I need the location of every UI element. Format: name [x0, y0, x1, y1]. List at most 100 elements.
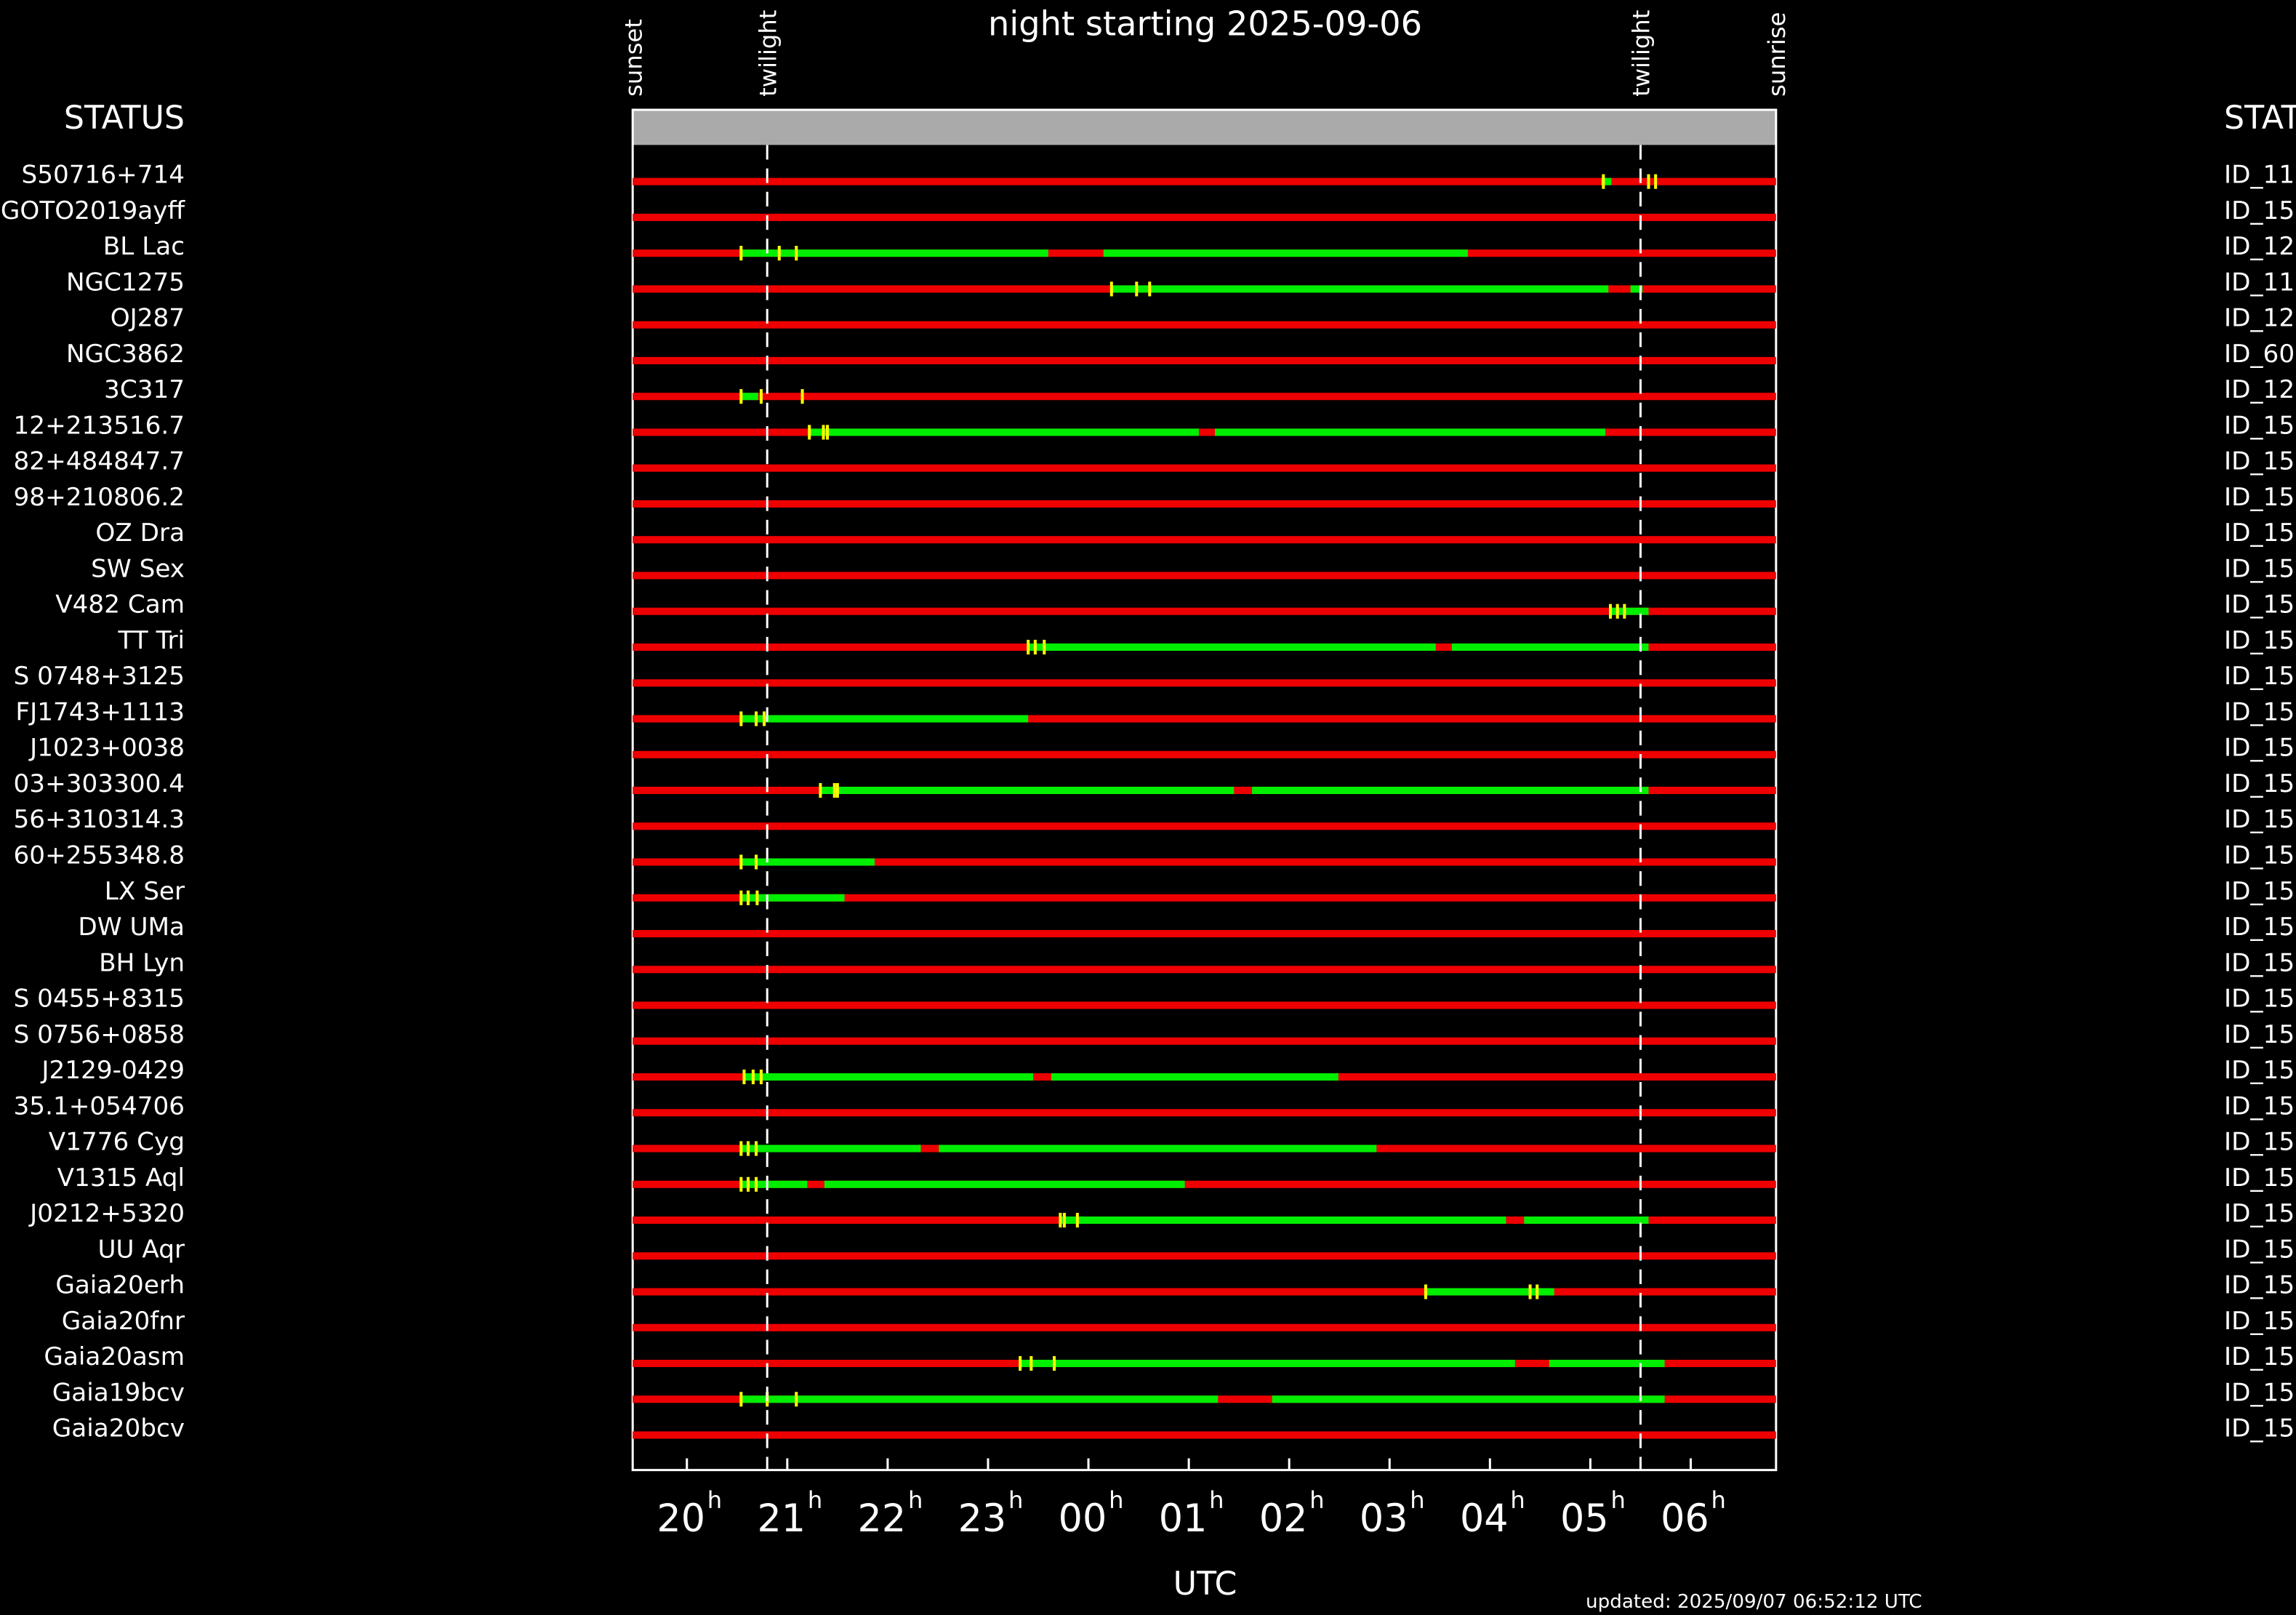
time-mark [1109, 281, 1113, 297]
target-id: ID_15 [2224, 1056, 2295, 1085]
time-mark [739, 1141, 743, 1156]
target-name: 98+210806.2 [14, 483, 185, 512]
x-tick-suffix: h [1109, 1486, 1123, 1514]
observable-segment [1451, 643, 1649, 652]
observable-segment [1272, 1395, 1665, 1403]
target-name: GOTO2019ayff [1, 196, 186, 225]
target-id: ID_15 [2224, 948, 2295, 977]
x-tick-label: 20 [657, 1496, 705, 1541]
left-header: STATUS [64, 100, 185, 137]
time-mark [1602, 174, 1605, 189]
target-id: ID_15 [2224, 697, 2295, 726]
target-name: Gaia20erh [55, 1271, 185, 1300]
target-name: TT Tri [118, 626, 185, 655]
target-name: S 0748+3125 [14, 662, 185, 691]
target-name: DW UMa [78, 913, 185, 942]
target-name: Gaia19bcv [52, 1378, 185, 1407]
target-name: S 0756+0858 [14, 1020, 185, 1049]
target-id: ID_12 [2224, 375, 2295, 404]
time-mark [1135, 281, 1139, 297]
x-tick-label: 23 [958, 1496, 1007, 1541]
unobservable-bar [633, 1037, 1776, 1045]
target-id: ID_15 [2224, 411, 2295, 440]
target-id: ID_60 [2224, 340, 2295, 369]
target-name: OJ287 [111, 304, 185, 333]
target-id: ID_15 [2224, 1378, 2295, 1407]
observable-segment [1060, 1216, 1506, 1225]
x-tick-suffix: h [1711, 1486, 1726, 1514]
target-name: NGC3862 [66, 340, 185, 369]
time-mark [739, 1177, 743, 1192]
target-name: V1776 Cyg [49, 1128, 185, 1157]
target-id: ID_12 [2224, 232, 2295, 261]
unobservable-bar [633, 572, 1776, 580]
target-name: Gaia20bcv [52, 1414, 185, 1443]
observable-segment [1425, 1288, 1554, 1296]
observable-segment [939, 1145, 1377, 1153]
time-mark [746, 890, 750, 905]
time-mark [1062, 1212, 1066, 1228]
time-mark [1424, 1284, 1427, 1299]
observable-segment [741, 249, 1048, 257]
unobservable-bar [633, 1001, 1776, 1009]
time-mark [795, 1392, 798, 1407]
x-tick-label: 01 [1159, 1496, 1208, 1541]
x-tick-suffix: h [1610, 1486, 1625, 1514]
time-mark [1053, 1355, 1056, 1371]
target-name: LX Ser [105, 877, 185, 906]
observable-segment [820, 786, 1235, 795]
observable-segment [1549, 1359, 1665, 1368]
time-mark [1148, 281, 1152, 297]
x-tick-label: 05 [1560, 1496, 1609, 1541]
unobservable-bar [633, 1180, 1776, 1188]
time-mark [1615, 604, 1619, 619]
unobservable-bar [633, 679, 1776, 687]
time-mark [751, 1069, 755, 1085]
target-name: V1315 Aql [57, 1163, 185, 1193]
target-id: ID_15 [2224, 841, 2295, 870]
target-id: ID_15 [2224, 985, 2295, 1014]
unobservable-bar [633, 213, 1776, 221]
x-tick-label: 02 [1259, 1496, 1308, 1541]
target-id: ID_15 [2224, 1414, 2295, 1443]
target-name: S 0455+8315 [14, 985, 185, 1014]
target-name: V482 Cam [55, 590, 185, 620]
observable-segment [741, 1145, 921, 1153]
target-name: Gaia20asm [44, 1342, 185, 1371]
time-mark [819, 782, 822, 798]
time-mark [742, 1069, 746, 1085]
observable-segment [741, 894, 845, 902]
unobservable-bar [633, 929, 1776, 938]
target-id: ID_12 [2224, 304, 2295, 333]
observable-segment [1020, 1359, 1515, 1368]
observable-segment [744, 1073, 1034, 1081]
x-tick-suffix: h [1209, 1486, 1224, 1514]
target-id: ID_15 [2224, 1128, 2295, 1157]
target-id: ID_15 [2224, 877, 2295, 906]
target-id: ID_15 [2224, 662, 2295, 691]
x-tick-label: 04 [1460, 1496, 1509, 1541]
target-name: 60+255348.8 [14, 841, 185, 870]
time-mark [755, 711, 758, 726]
time-mark [755, 1177, 758, 1192]
unobservable-bar [633, 393, 1776, 401]
observable-segment [741, 858, 875, 866]
time-mark [739, 246, 743, 261]
time-mark [755, 1141, 758, 1156]
chart-title: night starting 2025-09-06 [988, 4, 1422, 43]
observable-segment [1103, 249, 1468, 257]
time-mark [1059, 1212, 1062, 1228]
unobservable-bar [633, 356, 1776, 364]
target-id: ID_15 [2224, 913, 2295, 942]
time-mark [739, 711, 743, 726]
time-mark [763, 711, 766, 726]
event-label: sunrise [1763, 12, 1791, 97]
target-name: BL Lac [103, 232, 185, 261]
unobservable-bar [633, 894, 1776, 902]
observable-segment [741, 715, 1029, 723]
unobservable-bar [633, 607, 1776, 615]
x-tick-suffix: h [1309, 1486, 1324, 1514]
observable-segment [741, 1180, 808, 1188]
time-mark [1043, 639, 1046, 655]
unobservable-bar [633, 1109, 1776, 1117]
